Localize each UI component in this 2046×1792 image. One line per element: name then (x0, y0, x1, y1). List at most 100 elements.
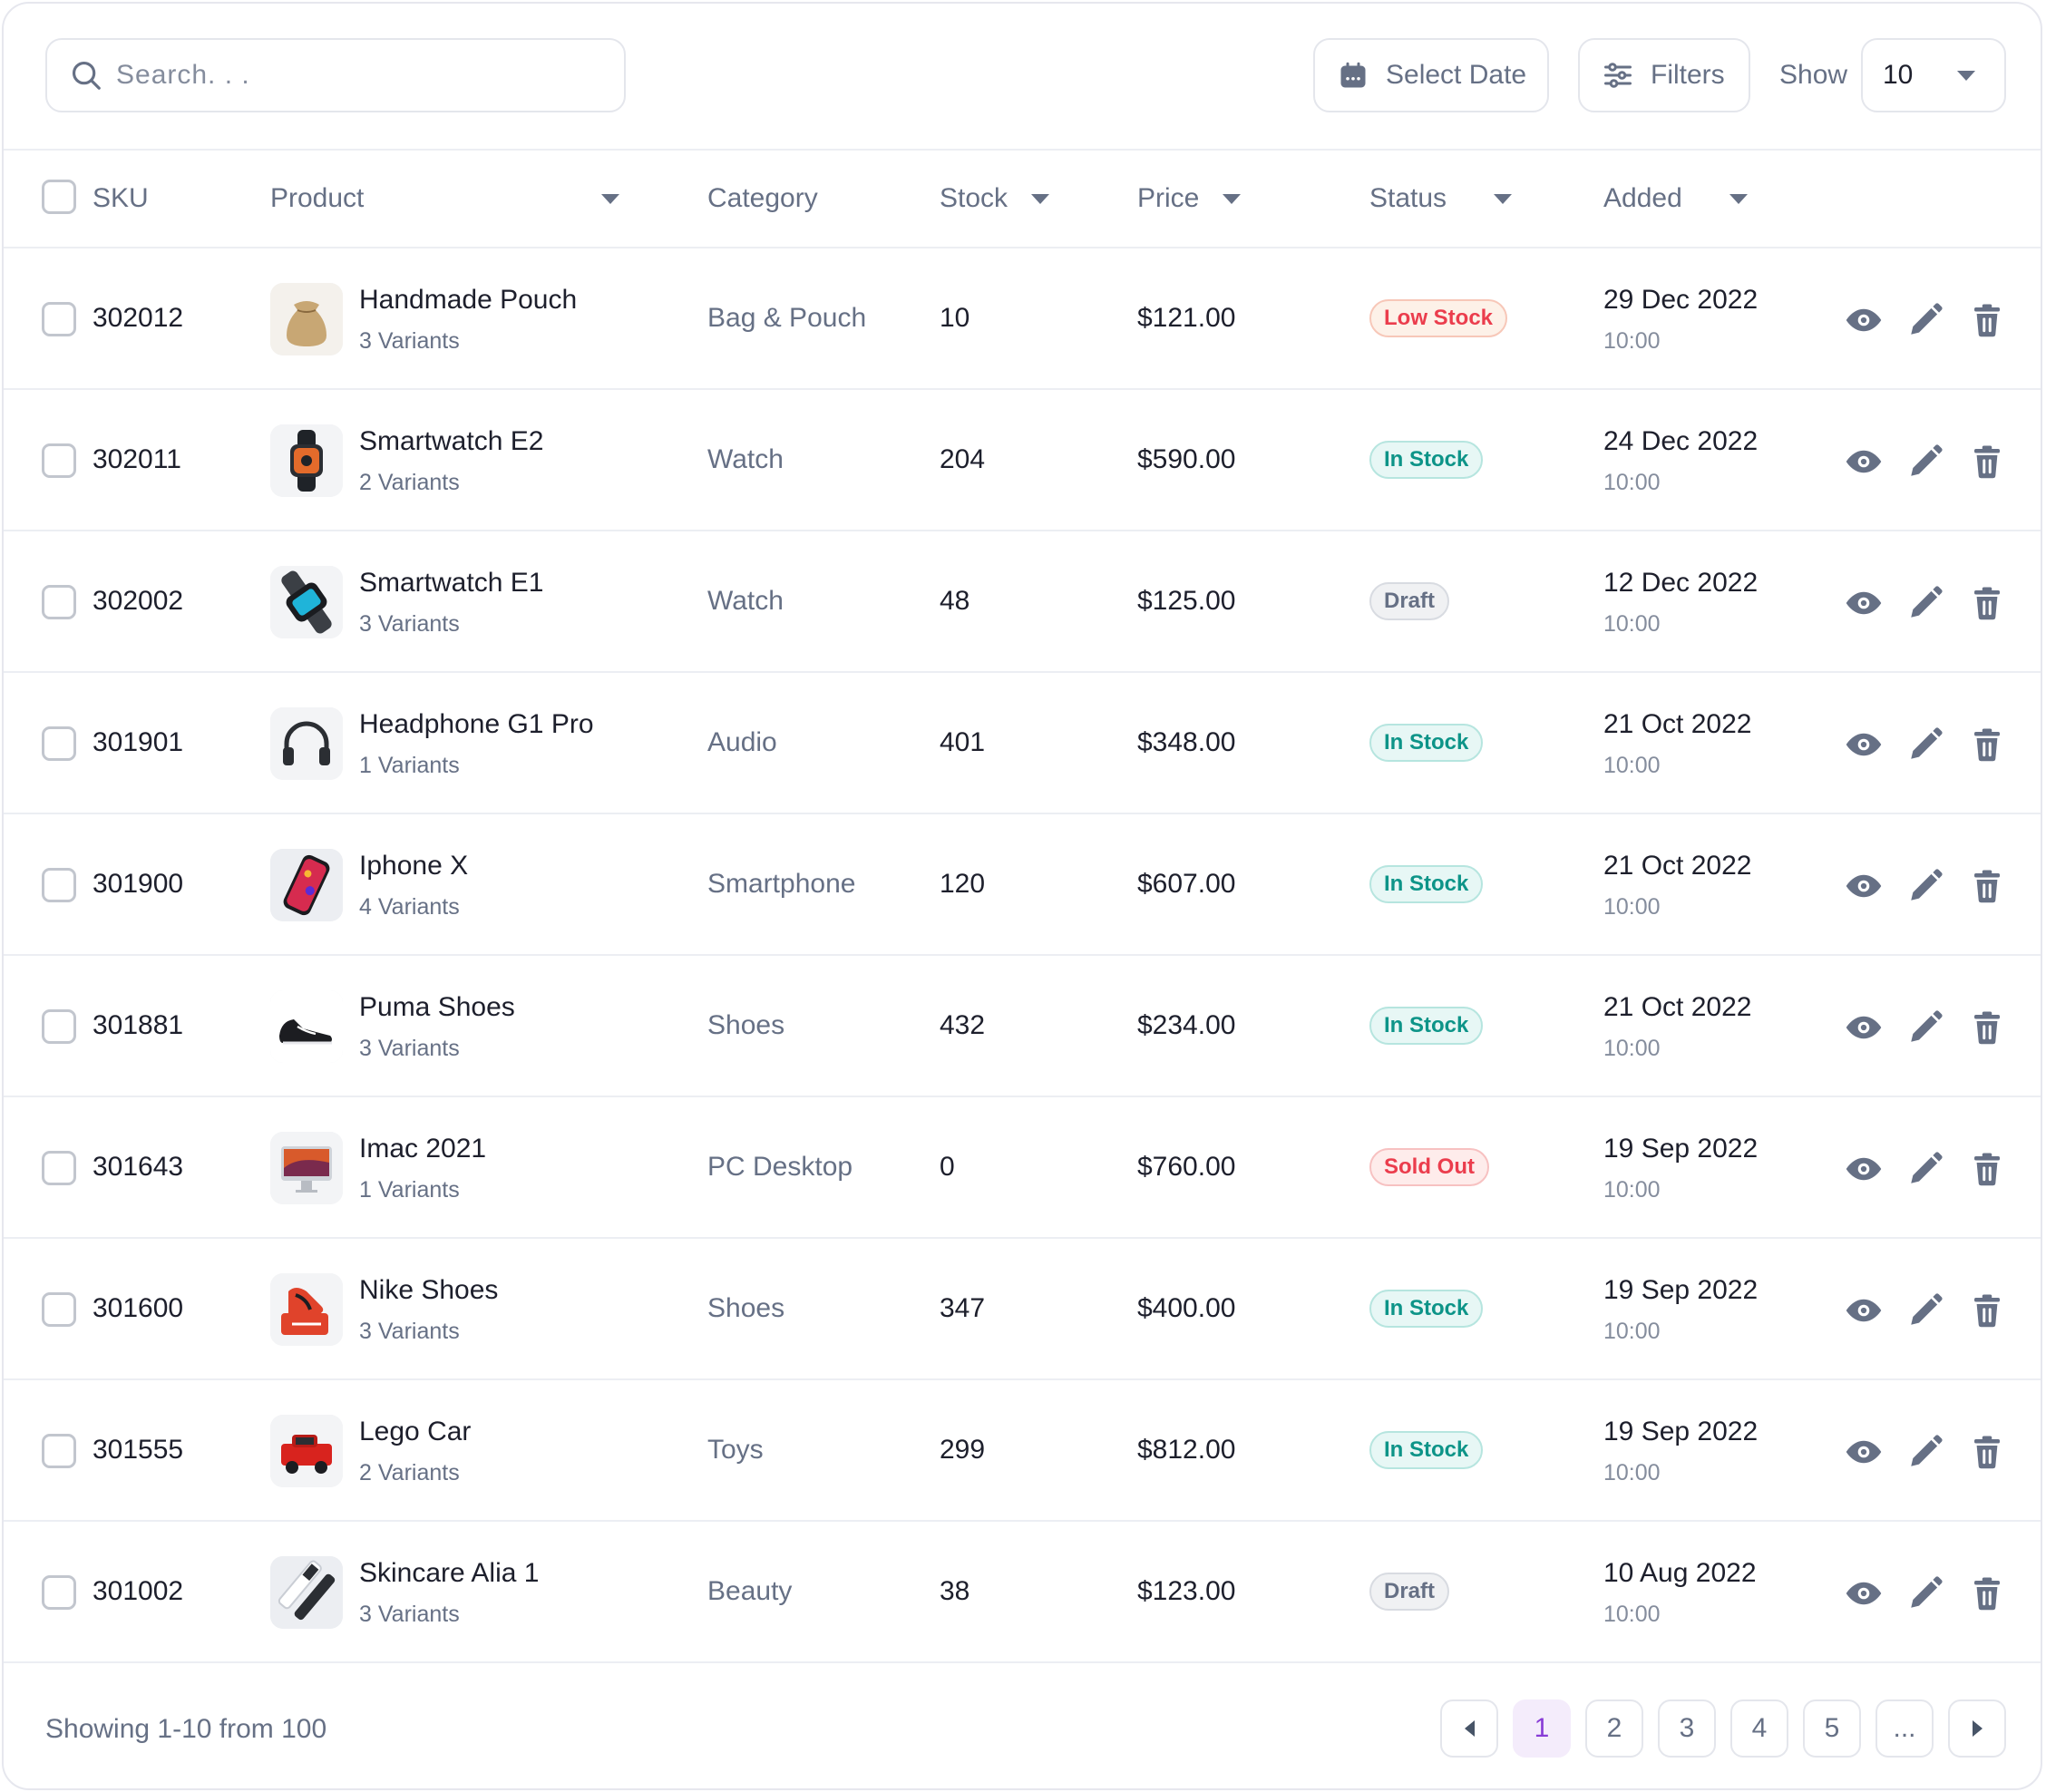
sort-down-icon[interactable] (1223, 193, 1242, 204)
price-cell: $760.00 (1137, 1152, 1236, 1182)
page-button-2[interactable]: 2 (1585, 1699, 1643, 1758)
sort-down-icon[interactable] (1494, 193, 1513, 204)
select-date-button[interactable]: Select Date (1313, 38, 1549, 112)
row-checkbox[interactable] (42, 585, 76, 619)
select-all-checkbox[interactable] (42, 180, 76, 214)
table-row: 302002 Smartwatch E1 3 Variants Watch 48… (4, 531, 2041, 673)
page-number: ... (1893, 1713, 1916, 1743)
view-button[interactable] (1845, 584, 1883, 622)
delete-button[interactable] (1968, 1008, 2006, 1047)
delete-button[interactable] (1968, 301, 2006, 339)
product-name[interactable]: Skincare Alia 1 (359, 1558, 540, 1588)
next-page-button[interactable] (1948, 1699, 2006, 1758)
category-cell: Watch (707, 444, 784, 474)
trash-icon (1974, 1577, 2000, 1611)
row-checkbox[interactable] (42, 443, 76, 478)
product-name[interactable]: Nike Shoes (359, 1275, 499, 1305)
column-label: SKU (93, 183, 149, 213)
delete-button[interactable] (1968, 584, 2006, 622)
sku-cell: 301600 (93, 1293, 184, 1323)
trash-icon (1974, 870, 2000, 903)
delete-button[interactable] (1968, 1574, 2006, 1612)
view-button[interactable] (1845, 1574, 1883, 1612)
edit-button[interactable] (1906, 1008, 1944, 1047)
product-name[interactable]: Iphone X (359, 851, 469, 881)
row-checkbox[interactable] (42, 1575, 76, 1610)
page-ellipsis-button[interactable]: ... (1876, 1699, 1934, 1758)
sort-down-icon[interactable] (1729, 193, 1748, 204)
product-name[interactable]: Smartwatch E2 (359, 426, 544, 456)
product-name[interactable]: Handmade Pouch (359, 285, 578, 315)
view-button[interactable] (1845, 1291, 1883, 1329)
caret-left-icon (1464, 1720, 1475, 1737)
edit-button[interactable] (1906, 584, 1944, 622)
view-button[interactable] (1845, 1433, 1883, 1471)
edit-button[interactable] (1906, 443, 1944, 481)
product-name[interactable]: Puma Shoes (359, 992, 515, 1022)
column-header-price[interactable]: Price (1137, 183, 1242, 214)
row-checkbox[interactable] (42, 1151, 76, 1185)
row-checkbox[interactable] (42, 1292, 76, 1327)
trash-icon (1974, 445, 2000, 479)
edit-button[interactable] (1906, 726, 1944, 764)
price-cell: $121.00 (1137, 303, 1236, 333)
page-size-select[interactable]: 10 (1861, 38, 2006, 112)
row-checkbox[interactable] (42, 1009, 76, 1044)
product-variants: 3 Variants (359, 1319, 460, 1344)
page-button-4[interactable]: 4 (1730, 1699, 1788, 1758)
row-checkbox[interactable] (42, 868, 76, 902)
view-button[interactable] (1845, 1150, 1883, 1188)
column-header-stock[interactable]: Stock (940, 183, 1050, 214)
delete-button[interactable] (1968, 726, 2006, 764)
prev-page-button[interactable] (1440, 1699, 1498, 1758)
page-button-5[interactable]: 5 (1803, 1699, 1861, 1758)
column-header-status[interactable]: Status (1369, 183, 1513, 214)
column-header-added[interactable]: Added (1603, 183, 1748, 214)
delete-button[interactable] (1968, 1291, 2006, 1329)
search-box[interactable] (45, 38, 626, 112)
delete-button[interactable] (1968, 443, 2006, 481)
delete-button[interactable] (1968, 1150, 2006, 1188)
page-number: 3 (1679, 1713, 1695, 1743)
column-header-product[interactable]: Product (270, 183, 620, 214)
category-cell: Shoes (707, 1293, 785, 1323)
view-button[interactable] (1845, 1008, 1883, 1047)
filters-button[interactable]: Filters (1578, 38, 1750, 112)
view-button[interactable] (1845, 443, 1883, 481)
row-checkbox[interactable] (42, 726, 76, 761)
edit-button[interactable] (1906, 1291, 1944, 1329)
edit-button[interactable] (1906, 1150, 1944, 1188)
product-name[interactable]: Lego Car (359, 1417, 472, 1446)
added-date: 24 Dec 2022 (1603, 426, 1759, 456)
edit-button[interactable] (1906, 1433, 1944, 1471)
search-input[interactable] (114, 59, 589, 92)
sort-down-icon[interactable] (601, 193, 620, 204)
price-cell: $348.00 (1137, 727, 1236, 757)
product-name[interactable]: Smartwatch E1 (359, 568, 544, 598)
trash-icon (1974, 304, 2000, 337)
view-button[interactable] (1845, 726, 1883, 764)
product-thumbnail (270, 1556, 343, 1629)
edit-button[interactable] (1906, 867, 1944, 905)
row-checkbox[interactable] (42, 302, 76, 336)
stock-cell: 38 (940, 1576, 970, 1606)
view-button[interactable] (1845, 301, 1883, 339)
edit-button[interactable] (1906, 301, 1944, 339)
delete-button[interactable] (1968, 1433, 2006, 1471)
row-checkbox[interactable] (42, 1434, 76, 1468)
product-name[interactable]: Headphone G1 Pro (359, 709, 594, 739)
product-variants: 1 Variants (359, 753, 460, 778)
added-date: 21 Oct 2022 (1603, 851, 1752, 881)
edit-button[interactable] (1906, 1574, 1944, 1612)
added-time: 10:00 (1603, 753, 1661, 778)
product-name[interactable]: Imac 2021 (359, 1134, 487, 1164)
delete-button[interactable] (1968, 867, 2006, 905)
page-button-3[interactable]: 3 (1658, 1699, 1716, 1758)
toolbar: Select Date Filters Show 10 (4, 4, 2041, 151)
page-button-1[interactable]: 1 (1513, 1699, 1571, 1758)
added-date: 19 Sep 2022 (1603, 1275, 1759, 1305)
view-button[interactable] (1845, 867, 1883, 905)
status-badge: Draft (1369, 582, 1450, 620)
sort-down-icon[interactable] (1031, 193, 1050, 204)
